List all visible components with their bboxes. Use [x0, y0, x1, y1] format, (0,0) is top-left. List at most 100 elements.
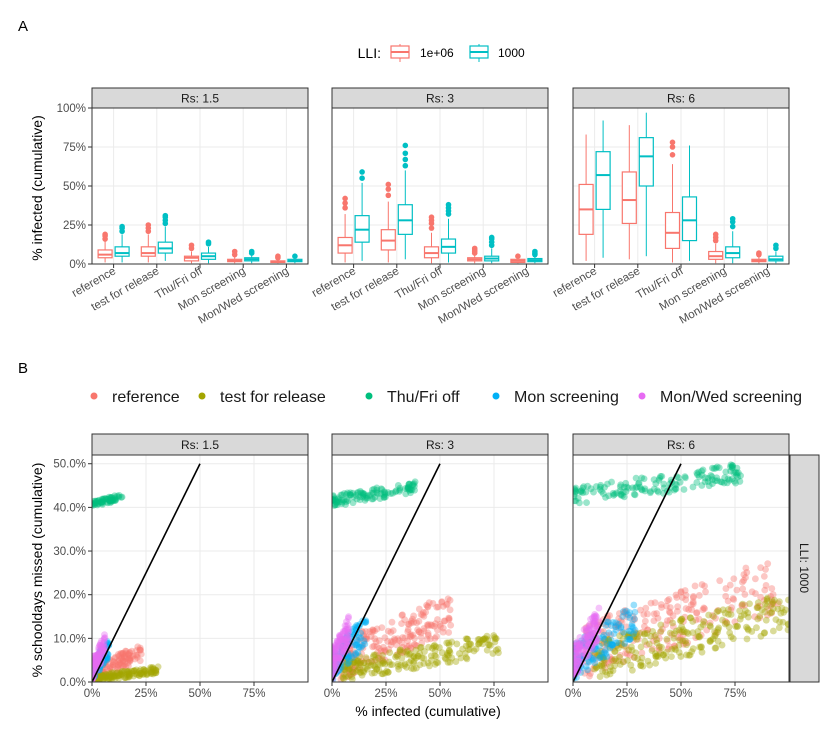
box-1e-06-mon-screening: [467, 245, 483, 264]
scatter-point: [600, 638, 608, 646]
scatter-point: [689, 629, 697, 637]
scatter-point: [108, 675, 116, 682]
scatter-point: [354, 657, 362, 665]
scatter-point: [587, 630, 595, 638]
scatter-point: [92, 661, 99, 669]
scatter-point: [729, 464, 736, 472]
scatter-point: [335, 633, 343, 640]
scatter-point: [350, 648, 358, 656]
scatter-point: [584, 666, 591, 674]
scatter-point: [681, 587, 689, 594]
scatter-point: [346, 489, 354, 497]
scatter-point: [344, 630, 352, 638]
outlier-point: [402, 142, 409, 149]
scatter-point: [387, 641, 395, 649]
reference-line: [573, 463, 682, 682]
scatter-point: [332, 661, 337, 668]
panel-a-tag: A: [18, 18, 28, 35]
scatter-point: [362, 619, 369, 626]
scatter-point: [587, 630, 595, 638]
outlier-point: [188, 242, 195, 249]
scatter-point: [711, 644, 719, 652]
legend-b-key-reference: [90, 392, 98, 400]
scatter-point: [614, 622, 622, 629]
scatter-point: [112, 653, 119, 661]
scatter-point: [110, 673, 118, 681]
scatter-point: [394, 482, 402, 489]
scatter-point: [743, 635, 751, 643]
scatter-point: [737, 612, 745, 620]
scatter-point: [100, 647, 107, 655]
scatter-point: [337, 635, 345, 643]
scatter-point: [606, 644, 614, 652]
scatter-point: [583, 642, 591, 650]
scatter-point: [677, 653, 685, 660]
scatter-point: [106, 497, 114, 505]
scatter-point: [345, 625, 352, 633]
panel-a-y-tick-label: 0%: [69, 259, 86, 271]
scatter-point: [341, 627, 349, 635]
box-1000-mon-screening: [244, 248, 260, 264]
scatter-point: [757, 564, 765, 572]
box-1e-06-test-for-release: [621, 125, 637, 260]
scatter-point: [616, 483, 624, 491]
scatter-point: [403, 663, 410, 671]
scatter-point: [653, 610, 661, 617]
scatter-point: [754, 599, 762, 607]
scatter-point: [653, 487, 661, 495]
scatter-point: [595, 649, 603, 657]
scatter-point: [621, 608, 629, 616]
scatter-point: [92, 663, 96, 671]
scatter-point: [639, 662, 647, 670]
scatter-point: [400, 662, 408, 669]
scatter-point: [591, 649, 599, 657]
scatter-point: [443, 601, 450, 609]
scatter-point: [577, 488, 585, 496]
scatter-point: [147, 668, 155, 676]
scatter-point: [632, 629, 640, 637]
scatter-point: [416, 661, 424, 669]
scatter-point: [595, 617, 603, 625]
scatter-point: [609, 618, 617, 626]
scatter-point: [445, 616, 453, 624]
scatter-point: [338, 644, 346, 651]
scatter-point: [626, 635, 633, 643]
scatter-point: [600, 653, 607, 661]
scatter-point: [95, 674, 103, 682]
scatter-point: [108, 669, 116, 677]
scatter-point: [675, 642, 683, 649]
scatter-point: [591, 643, 599, 651]
scatter-point: [334, 642, 342, 650]
scatter-point: [671, 480, 679, 488]
scatter-point: [360, 637, 368, 645]
scatter-point: [362, 654, 370, 662]
scatter-point: [93, 660, 101, 667]
scatter-point: [389, 489, 397, 497]
scatter-point: [722, 468, 730, 476]
scatter-point: [666, 616, 674, 624]
scatter-point: [633, 636, 641, 643]
scatter-point: [576, 641, 584, 648]
scatter-point: [389, 638, 397, 646]
scatter-point: [339, 640, 347, 648]
scatter-point: [370, 485, 378, 493]
scatter-point: [650, 617, 658, 625]
scatter-point: [706, 619, 714, 627]
scatter-point: [424, 631, 432, 639]
scatter-point: [457, 654, 465, 662]
scatter-point: [640, 611, 648, 618]
scatter-point: [354, 488, 362, 496]
scatter-point: [136, 646, 144, 654]
scatter-point: [343, 635, 351, 643]
scatter-point: [111, 674, 119, 682]
scatter-point: [333, 658, 340, 666]
scatter-point: [115, 657, 122, 665]
scatter-point: [101, 634, 109, 642]
scatter-point: [630, 615, 638, 623]
scatter-point: [438, 649, 446, 657]
scatter-point: [92, 497, 99, 505]
scatter-point: [119, 669, 127, 677]
scatter-point: [344, 634, 351, 642]
scatter-point: [603, 671, 611, 679]
scatter-point: [635, 480, 642, 488]
